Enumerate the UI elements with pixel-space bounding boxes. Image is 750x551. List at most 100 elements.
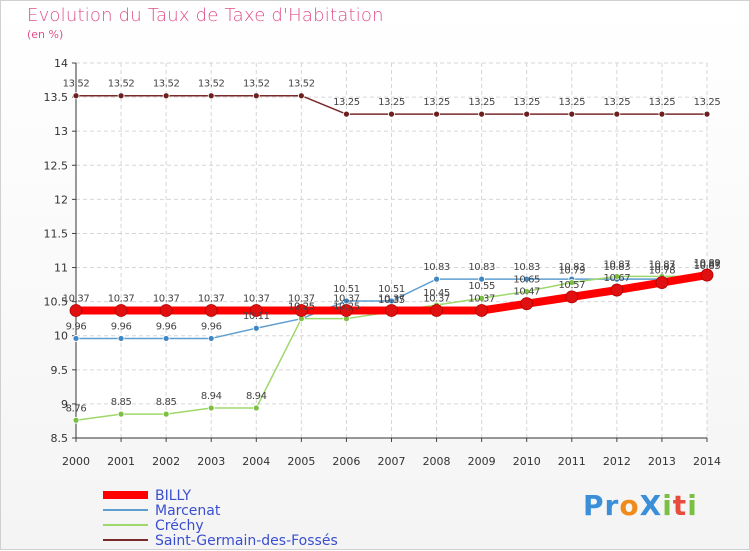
data-label: 10.83 xyxy=(558,262,585,273)
data-point xyxy=(523,288,531,295)
x-tick-label: 2004 xyxy=(242,455,270,468)
data-point xyxy=(433,110,440,118)
data-label: 10.37 xyxy=(423,294,450,305)
data-label: 9.96 xyxy=(201,321,222,332)
data-point xyxy=(568,279,576,286)
data-label: 10.67 xyxy=(604,273,631,284)
data-label: 10.83 xyxy=(423,262,450,273)
data-label: 10.37 xyxy=(198,294,225,305)
x-tick-label: 2011 xyxy=(558,455,586,468)
y-tick-label: 12 xyxy=(54,193,68,206)
data-label: 8.85 xyxy=(156,397,177,408)
x-tick-label: 2013 xyxy=(648,455,676,468)
data-label: 8.94 xyxy=(201,391,222,402)
data-label: 13.52 xyxy=(153,79,180,90)
y-tick-label: 10 xyxy=(54,330,68,343)
x-tick-label: 2009 xyxy=(468,455,496,468)
data-label: 10.83 xyxy=(513,262,540,273)
y-tick-label: 9 xyxy=(61,398,68,411)
data-label: 10.37 xyxy=(333,294,360,305)
data-label: 8.76 xyxy=(66,403,87,414)
data-point xyxy=(478,275,486,283)
data-point xyxy=(430,304,443,317)
data-point xyxy=(700,268,714,282)
data-label: 10.11 xyxy=(243,311,270,322)
data-label: 10.79 xyxy=(558,266,585,277)
x-tick-label: 2002 xyxy=(152,455,180,468)
data-point xyxy=(658,110,666,118)
data-point xyxy=(523,275,531,283)
data-point xyxy=(252,324,260,332)
data-label: 10.37 xyxy=(63,294,90,305)
data-label: 10.55 xyxy=(468,281,495,292)
logo-letter: r xyxy=(604,489,620,522)
proxiti-logo: ProXiti xyxy=(583,489,698,522)
data-label: 10.83 xyxy=(468,262,495,273)
x-tick-label: 2012 xyxy=(603,455,631,468)
data-point xyxy=(69,304,83,317)
data-label: 10.78 xyxy=(649,266,676,277)
data-point xyxy=(297,92,305,100)
data-point xyxy=(523,110,531,118)
y-tick-label: 10.5 xyxy=(44,296,69,309)
data-point xyxy=(207,404,215,412)
data-label: 13.52 xyxy=(288,79,315,90)
data-label: 10.65 xyxy=(513,274,540,285)
y-tick-label: 11.5 xyxy=(44,227,69,240)
data-label: 13.25 xyxy=(513,97,540,108)
x-tick-label: 2008 xyxy=(423,455,451,468)
data-label: 10.85 xyxy=(694,261,721,272)
y-tick-label: 9.5 xyxy=(51,364,69,377)
data-label: 13.52 xyxy=(243,79,270,90)
data-label: 13.25 xyxy=(423,97,450,108)
data-point xyxy=(72,335,80,342)
data-point xyxy=(159,304,173,317)
logo-letter: P xyxy=(583,489,605,522)
data-point xyxy=(114,304,128,317)
data-label: 10.51 xyxy=(333,284,360,295)
data-point xyxy=(568,110,576,118)
data-point xyxy=(162,410,170,418)
data-point xyxy=(655,276,669,289)
y-tick-label: 14 xyxy=(54,57,68,70)
chart-subtitle: (en %) xyxy=(27,28,64,41)
y-tick-label: 13 xyxy=(54,125,68,138)
y-tick-label: 13.5 xyxy=(44,91,69,104)
data-label: 10.87 xyxy=(694,259,721,270)
data-label: 9.96 xyxy=(156,321,177,332)
x-tick-label: 2014 xyxy=(693,455,721,468)
data-label: 13.25 xyxy=(604,97,631,108)
data-label: 10.37 xyxy=(243,294,270,305)
data-label: 10.47 xyxy=(513,287,540,298)
data-label: 10.83 xyxy=(604,262,631,273)
logo-letter: i xyxy=(687,489,698,522)
data-point xyxy=(703,110,711,118)
data-label: 10.35 xyxy=(378,295,405,306)
data-point xyxy=(520,297,534,311)
x-tick-label: 2003 xyxy=(197,455,225,468)
data-label: 9.96 xyxy=(66,321,87,332)
y-tick-label: 12.5 xyxy=(44,159,69,172)
y-tick-label: 11 xyxy=(54,262,68,275)
y-tick-label: 8.5 xyxy=(51,432,69,445)
data-point xyxy=(343,110,350,118)
data-point xyxy=(475,304,489,317)
data-label: 10.51 xyxy=(378,284,405,295)
data-point xyxy=(385,304,398,317)
data-point xyxy=(162,335,170,342)
data-point xyxy=(117,335,125,342)
data-label: 9.96 xyxy=(111,321,132,332)
logo-letter: X xyxy=(639,489,663,522)
data-point xyxy=(613,273,621,280)
data-point xyxy=(340,304,353,317)
data-point xyxy=(388,110,395,118)
data-point xyxy=(388,297,395,305)
data-label: 13.25 xyxy=(558,97,585,108)
data-point xyxy=(478,110,486,118)
data-label: 10.89 xyxy=(694,258,721,269)
data-point xyxy=(204,304,218,317)
data-label: 10.37 xyxy=(153,294,180,305)
data-label: 13.25 xyxy=(378,97,405,108)
legend-label: Créchy xyxy=(155,518,204,534)
data-label: 10.37 xyxy=(108,294,135,305)
